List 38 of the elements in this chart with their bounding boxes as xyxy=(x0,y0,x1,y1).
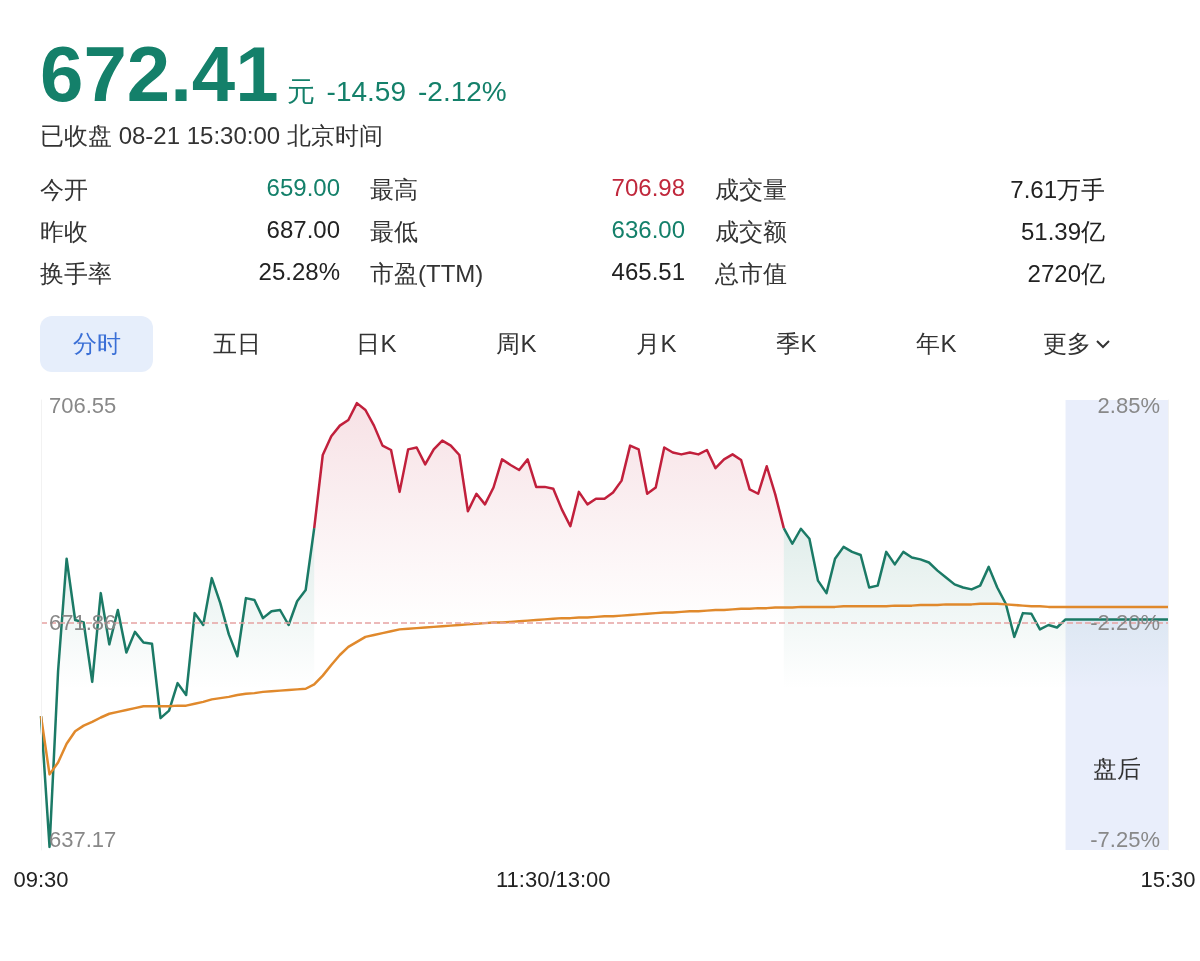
x-tick-label: 09:30 xyxy=(13,866,69,892)
text: 465.51 xyxy=(610,258,685,287)
text: 季K xyxy=(776,329,817,359)
text: 市盈(TTM) xyxy=(370,259,485,289)
text: 年K xyxy=(916,329,957,359)
text: 706.98 xyxy=(610,174,685,203)
text: 总市值 xyxy=(715,259,788,289)
text: 687.00 xyxy=(265,216,340,245)
text: 更多 xyxy=(1042,329,1091,359)
x-tick-label: 15:30 xyxy=(1140,866,1196,892)
text: 659.00 xyxy=(265,174,340,203)
text: 636.00 xyxy=(610,216,685,245)
text: 元 xyxy=(286,75,315,109)
text: 最高 xyxy=(370,175,419,205)
y2-tick-label: 2.85% xyxy=(1097,393,1160,419)
text: 成交额 xyxy=(715,217,788,247)
text: 换手率 xyxy=(40,259,113,289)
text: 月K xyxy=(636,329,677,359)
x-tick-label: 11:30/13:00 xyxy=(495,866,611,892)
text: 7.61万手 xyxy=(1009,175,1105,205)
text: 最低 xyxy=(370,217,419,247)
annotation: 盘后 xyxy=(1092,754,1141,782)
text: 日K xyxy=(356,329,397,359)
y2-tick-label: -7.25% xyxy=(1090,826,1160,852)
text: 周K xyxy=(496,329,537,359)
text: 成交量 xyxy=(715,175,788,205)
text: 51.39亿 xyxy=(1019,217,1105,247)
text: 2720亿 xyxy=(1026,259,1105,289)
text: -2.12% xyxy=(417,76,507,108)
text: 昨收 xyxy=(40,217,89,247)
y-tick-label: 706.55 xyxy=(49,393,117,419)
text: -14.59 xyxy=(326,76,406,108)
text: 分时 xyxy=(72,329,121,359)
text: 五日 xyxy=(212,329,261,359)
text: 今开 xyxy=(40,175,89,205)
text: 已收盘 08-21 15:30:00 北京时间 xyxy=(40,121,384,151)
text: 672.41 xyxy=(40,30,279,118)
text: 25.28% xyxy=(257,258,340,287)
